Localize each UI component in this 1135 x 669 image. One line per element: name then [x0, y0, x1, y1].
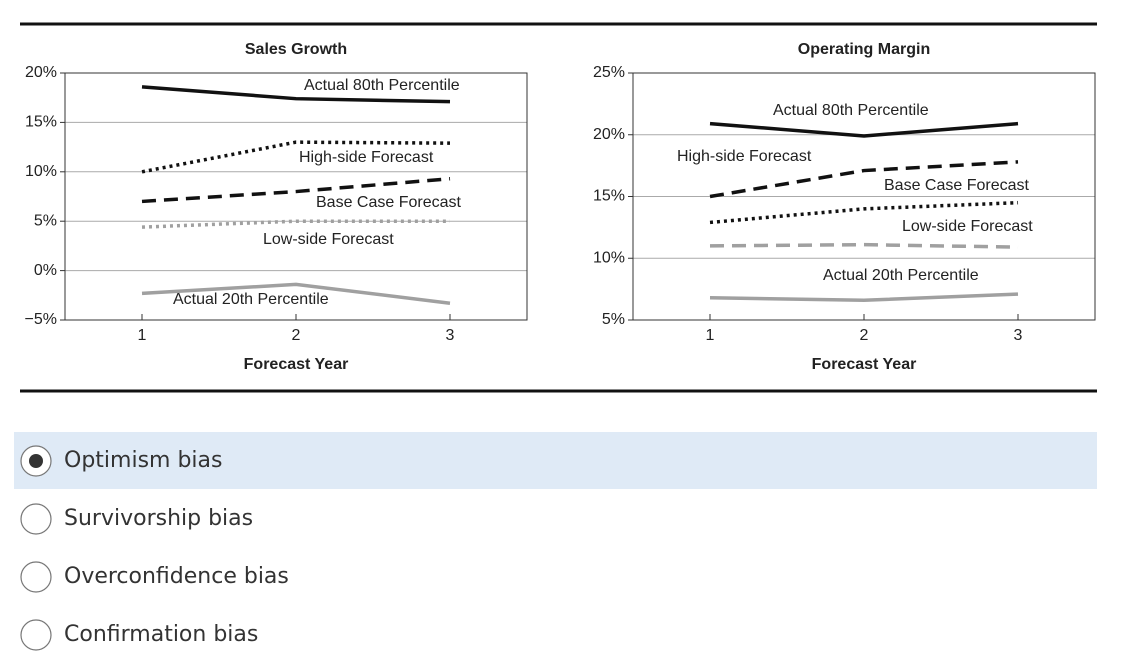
series-label: Low-side Forecast [263, 231, 394, 248]
series-line [141, 85, 451, 104]
option[interactable]: Survivorship bias [20, 503, 253, 535]
option[interactable]: Overconfidence bias [20, 561, 289, 593]
series-line [709, 160, 1019, 199]
chart-title: Operating Margin [798, 41, 930, 58]
radio[interactable] [20, 619, 52, 651]
series-line [709, 200, 1019, 225]
x-tick-label: 2 [292, 327, 301, 344]
y-tick-label: −5% [25, 311, 57, 328]
y-tick-label: 5% [602, 311, 625, 328]
series-line [709, 292, 1019, 302]
y-tick-label: 25% [593, 64, 625, 81]
series-label: Low-side Forecast [902, 218, 1033, 235]
x-tick-label: 3 [1014, 327, 1023, 344]
series-line [141, 282, 451, 305]
y-tick-label: 5% [34, 212, 57, 229]
x-tick-label: 2 [860, 327, 869, 344]
y-tick-label: 10% [25, 163, 57, 180]
series-label: Base Case Forecast [316, 194, 462, 211]
radio[interactable] [20, 561, 52, 593]
option-label[interactable]: Optimism bias [64, 448, 222, 473]
series-line [709, 121, 1019, 138]
option-label[interactable]: Confirmation bias [64, 622, 258, 647]
option[interactable]: Optimism bias [14, 432, 1097, 489]
series-label: Base Case Forecast [884, 177, 1030, 194]
x-tick-label: 1 [706, 327, 715, 344]
y-tick-label: 20% [25, 64, 57, 81]
x-axis-title: Forecast Year [812, 356, 917, 373]
radio[interactable] [20, 503, 52, 535]
series-label: Actual 80th Percentile [304, 77, 460, 94]
series-line [141, 219, 450, 229]
series-line [141, 140, 451, 174]
y-tick-label: 20% [593, 126, 625, 143]
y-tick-label: 0% [34, 262, 57, 279]
y-tick-label: 10% [593, 249, 625, 266]
option-label[interactable]: Overconfidence bias [64, 564, 289, 589]
series-line [709, 242, 1019, 249]
series-label: High-side Forecast [299, 149, 434, 166]
option[interactable]: Confirmation bias [20, 619, 258, 651]
x-axis-title: Forecast Year [244, 356, 349, 373]
series-label: High-side Forecast [677, 148, 812, 165]
series-line [141, 176, 451, 204]
series-label: Actual 20th Percentile [823, 267, 979, 284]
chart: Sales Growth −5% 0% 5% 10% 15% 20% 1 2 3 Forecast … [25, 41, 528, 373]
option-label[interactable]: Survivorship bias [64, 506, 253, 531]
series-label: Actual 80th Percentile [773, 102, 929, 119]
option-highlight [14, 432, 1097, 489]
y-tick-label: 15% [25, 114, 57, 131]
chart: Operating Margin 5% 10% 15% 20% 25% 1 2 3 Forecas… [593, 41, 1096, 373]
radio-dot [29, 454, 43, 468]
chart-title: Sales Growth [245, 41, 347, 58]
x-tick-label: 1 [138, 327, 147, 344]
x-tick-label: 3 [446, 327, 455, 344]
series-label: Actual 20th Percentile [173, 291, 329, 308]
y-tick-label: 15% [593, 188, 625, 205]
